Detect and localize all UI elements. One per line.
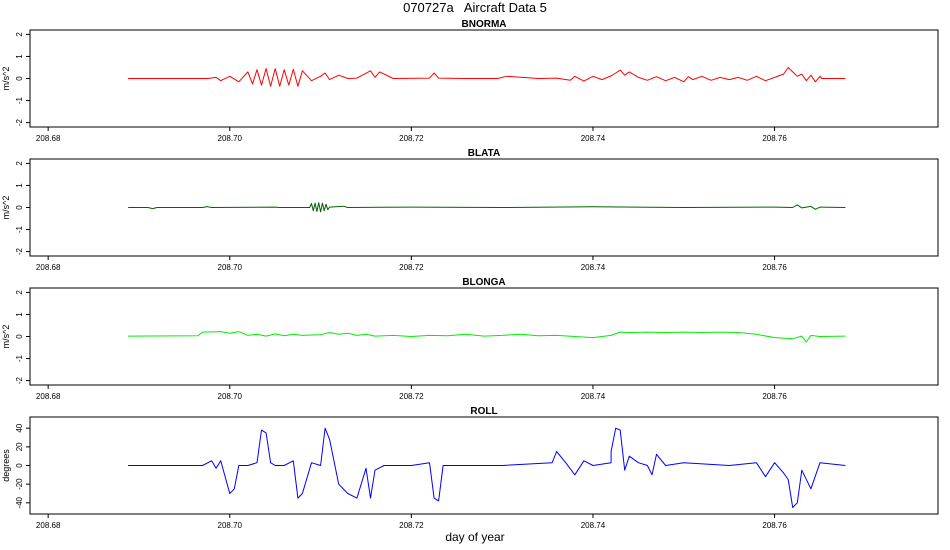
x-tick-label: 208.76 xyxy=(762,521,787,530)
panel-title: BNORMA xyxy=(462,19,507,30)
y-tick-label: -40 xyxy=(15,496,24,508)
panel-roll: ROLL 208.68 208.70 208.72 208.74 208.76 -40 -20… xyxy=(1,406,939,530)
y-tick-label: 1 xyxy=(15,312,24,317)
series-line-blonga xyxy=(128,331,846,343)
series-line-roll xyxy=(128,427,846,508)
y-tick-label: 40 xyxy=(15,423,24,432)
y-tick-label: -2 xyxy=(15,247,24,255)
panel-bnorma: BNORMA 208.68 208.70 208.72 208.74 208.76 -2 -1… xyxy=(1,19,939,143)
y-tick-label: 2 xyxy=(15,32,24,37)
y-axis-label: m/s^2 xyxy=(1,325,11,349)
x-tick-label: 208.68 xyxy=(36,392,61,401)
x-tick-label: 208.76 xyxy=(762,392,787,401)
y-tick-label: 0 xyxy=(15,463,24,468)
page-title: 070727a Aircraft Data 5 xyxy=(403,0,547,15)
x-axis-title: day of year xyxy=(445,530,505,544)
y-tick-label: -20 xyxy=(15,478,24,490)
panel-blata: BLATA 208.68 208.70 208.72 208.74 208.76 -2 -1 0… xyxy=(1,148,939,272)
panel-title: ROLL xyxy=(470,406,497,417)
y-axis-label: degrees xyxy=(1,449,11,482)
x-tick-label: 208.68 xyxy=(36,134,61,143)
y-tick-label: 1 xyxy=(15,54,24,59)
x-tick-label: 208.72 xyxy=(399,521,424,530)
x-tick-label: 208.70 xyxy=(218,392,243,401)
x-tick-label: 208.74 xyxy=(581,134,606,143)
y-axis-label: m/s^2 xyxy=(1,67,11,91)
x-tick-label: 208.72 xyxy=(399,263,424,272)
y-tick-label: -2 xyxy=(15,118,24,126)
x-tick-label: 208.70 xyxy=(218,134,243,143)
x-tick-label: 208.70 xyxy=(218,263,243,272)
series-line-blata xyxy=(128,202,846,213)
x-tick-label: 208.68 xyxy=(36,263,61,272)
y-tick-label: -1 xyxy=(15,225,24,233)
x-tick-label: 208.72 xyxy=(399,134,424,143)
y-axis-label: m/s^2 xyxy=(1,196,11,220)
y-tick-label: 0 xyxy=(15,76,24,81)
panel-title: BLONGA xyxy=(462,277,505,288)
x-tick-label: 208.72 xyxy=(399,392,424,401)
x-tick-label: 208.68 xyxy=(36,521,61,530)
x-tick-label: 208.76 xyxy=(762,263,787,272)
panel-blonga: BLONGA 208.68 208.70 208.72 208.74 208.76 -2 -1… xyxy=(1,277,939,401)
x-tick-label: 208.74 xyxy=(581,392,606,401)
y-tick-label: 2 xyxy=(15,161,24,166)
y-tick-label: 2 xyxy=(15,290,24,295)
y-tick-label: 0 xyxy=(15,205,24,210)
x-tick-label: 208.76 xyxy=(762,134,787,143)
x-tick-label: 208.74 xyxy=(581,263,606,272)
y-tick-label: 20 xyxy=(15,442,24,451)
panel-title: BLATA xyxy=(468,148,500,159)
y-tick-label: 1 xyxy=(15,183,24,188)
y-tick-label: 0 xyxy=(15,334,24,339)
series-line-bnorma xyxy=(128,67,846,87)
y-tick-label: -2 xyxy=(15,376,24,384)
y-tick-label: -1 xyxy=(15,354,24,362)
x-tick-label: 208.74 xyxy=(581,521,606,530)
x-tick-label: 208.70 xyxy=(218,521,243,530)
y-tick-label: -1 xyxy=(15,96,24,104)
